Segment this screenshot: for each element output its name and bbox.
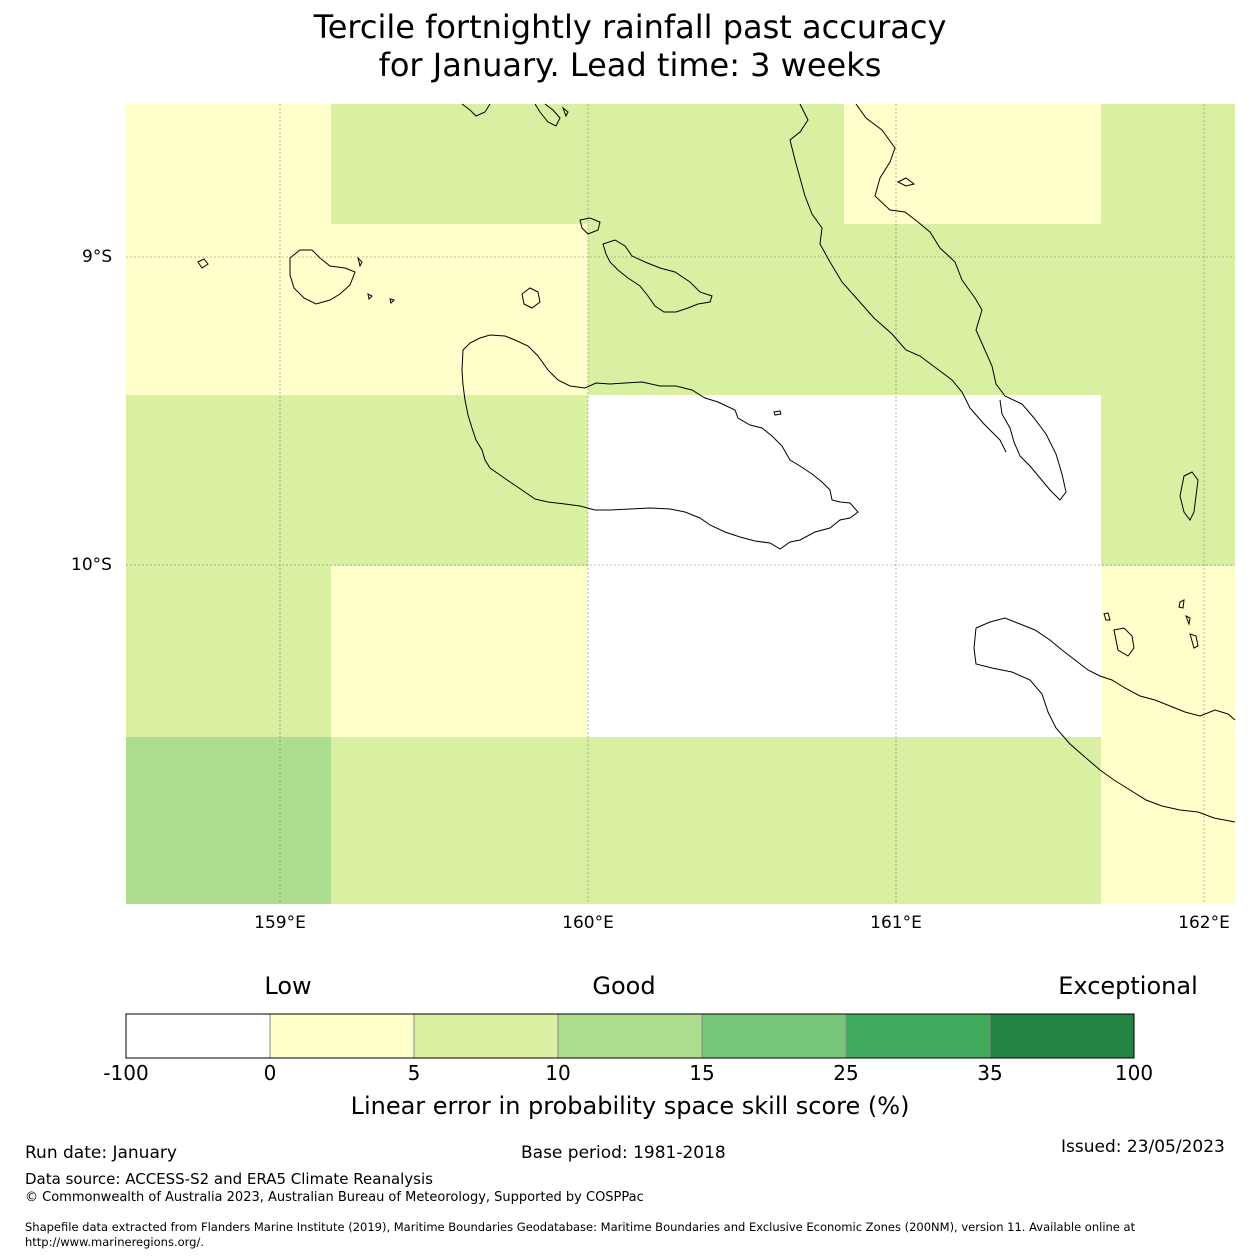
colorbar-swatch [414,1014,558,1058]
island-coastline [773,410,782,416]
island-coastline [896,177,916,187]
island-coastline [1103,612,1111,621]
legend-category-low: Low [264,972,312,1000]
colorbar-frame [125,1013,1135,1059]
colorbar-tick: 35 [977,1061,1003,1085]
grid-cell [588,395,1101,566]
skill-grid [126,104,1235,904]
island-coastline [1189,633,1199,649]
grid-cell [126,737,331,904]
guadalcanal-coastline [461,334,859,550]
lat-label-10s: 10°S [71,555,112,575]
island-coastline [389,298,395,304]
colorbar [125,1013,1135,1059]
colorbar-swatch [702,1014,846,1058]
grid-cell [331,104,844,224]
colorbar-tick: -100 [103,1061,149,1085]
grid-cell [1101,566,1235,737]
colorbar-swatch [846,1014,990,1058]
grid-cell [588,566,1101,737]
lon-label-161e: 161°E [870,913,922,933]
data-source: Data source: ACCESS-S2 and ERA5 Climate … [25,1170,433,1188]
grid-cell [844,104,1101,224]
colorbar-tick: 5 [407,1061,421,1085]
malaita-coastline [855,103,1067,501]
nggela-coastline [602,239,713,313]
grid-cell [331,737,1101,904]
island-coastline [1179,471,1199,521]
russell-islands-coastline [289,249,356,305]
colorbar-tick: 0 [263,1061,277,1085]
island-coastline [1113,627,1135,657]
colorbar-swatch [270,1014,414,1058]
grid-cell [331,566,588,737]
savo-coastline [521,287,541,309]
colorbar-swatch [126,1014,270,1058]
grid-cell [126,395,588,566]
lon-label-162e: 162°E [1178,913,1230,933]
island-coastline [579,217,601,235]
grid-cell [1101,104,1235,224]
makira-coastline [973,627,1236,823]
colorbar-axis-label: Linear error in probability space skill … [350,1092,910,1120]
graticule [126,104,1235,904]
grid-cell [588,224,1235,395]
colorbar-swatch [990,1014,1134,1058]
grid-cell [126,224,588,395]
island-coastline [561,106,569,118]
island-coastline [534,103,561,127]
lat-label-9s: 9°S [82,247,113,267]
colorbar-tick: 15 [689,1061,715,1085]
copyright: © Commonwealth of Australia 2023, Austra… [25,1190,644,1205]
colorbar-tick: 10 [545,1061,571,1085]
shapefile-credit-line1: Shapefile data extracted from Flanders M… [25,1220,1136,1234]
island-coastline [461,103,491,117]
island-coastline [1178,599,1185,609]
legend-category-exceptional: Exceptional [1058,972,1198,1000]
coastlines [197,103,1236,823]
chart-title-line1: Tercile fortnightly rainfall past accura… [313,8,947,46]
island-coastline [1185,614,1191,626]
lon-label-160e: 160°E [562,913,614,933]
grid-cell [126,104,331,224]
grid-cell [1101,737,1235,904]
makira-coastline [975,617,1236,721]
colorbar-tick: 100 [1114,1061,1154,1085]
shapefile-credit-line2: http://www.marineregions.org/. [25,1235,204,1249]
island-coastline [367,293,373,301]
grid-cell [126,566,331,737]
colorbar-swatch [558,1014,702,1058]
base-period: Base period: 1981-2018 [521,1143,726,1163]
issued-date: Issued: 23/05/2023 [1061,1137,1225,1157]
lon-label-159e: 159°E [254,913,306,933]
colorbar-tick: 25 [833,1061,859,1085]
chart-title-line2: for January. Lead time: 3 weeks [378,46,882,84]
malaita-coastline [789,103,1007,453]
island-coastline [357,256,363,268]
grid-cell [1101,395,1235,566]
legend-category-good: Good [592,972,656,1000]
run-date: Run date: January [25,1143,177,1163]
island-coastline [197,258,209,269]
